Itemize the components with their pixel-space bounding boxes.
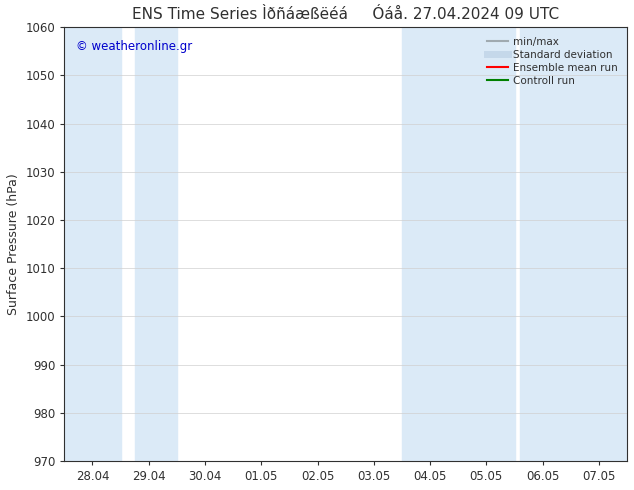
- Legend: min/max, Standard deviation, Ensemble mean run, Controll run: min/max, Standard deviation, Ensemble me…: [482, 32, 622, 90]
- Bar: [134, 27, 177, 461]
- Y-axis label: Surface Pressure (hPa): Surface Pressure (hPa): [7, 173, 20, 315]
- Bar: [520, 27, 627, 461]
- Text: © weatheronline.gr: © weatheronline.gr: [75, 40, 191, 53]
- Bar: [402, 27, 515, 461]
- Bar: [64, 27, 120, 461]
- Title: ENS Time Series Ìðñáæßëéá     Óáå. 27.04.2024 09 UTC: ENS Time Series Ìðñáæßëéá Óáå. 27.04.202…: [132, 7, 559, 22]
